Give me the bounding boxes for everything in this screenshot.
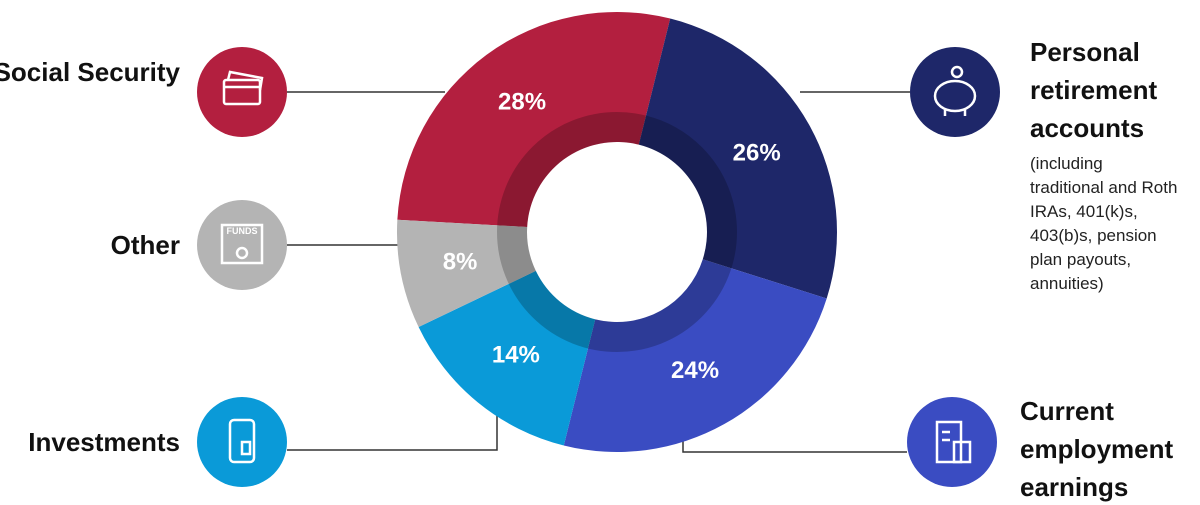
slice [638,18,837,299]
note: (including traditional and Roth IRAs, 40… [1030,154,1178,293]
value-label: 24% [671,357,719,384]
coin [235,246,249,260]
slice [418,270,596,446]
category-label: Social Security [0,57,180,87]
icon-circle [910,47,1000,137]
coin [950,65,964,79]
building-icon [935,420,972,464]
donut: 28% 26% 24% 14% 8% [396,12,837,452]
value-label: 14% [492,341,540,368]
icon-circle [197,200,287,290]
pig-body [933,79,977,113]
card [222,78,262,106]
bill [220,223,264,265]
icon-text: FUNDS [227,226,258,236]
phone [228,418,256,464]
value-label: 8% [443,248,478,275]
icons: FUNDS [197,47,1000,487]
annex [952,440,972,464]
category-label: Personal retirement accounts [1030,37,1158,143]
card-icon [222,70,264,106]
phone-icon [228,418,256,464]
category-label: Other [110,230,180,260]
inner-shade [497,112,737,352]
slice [396,219,536,328]
piggy-icon [933,65,977,116]
category-label: Investments [28,427,180,457]
value-label: 26% [733,139,781,166]
category-label: Current employment earnings [1020,396,1174,502]
value-label: 28% [498,89,546,116]
card-back [226,70,264,91]
connectors [287,91,910,453]
funds-icon [220,223,264,265]
slice [397,12,671,227]
slice [563,259,827,452]
chart [240,440,252,456]
icon-circle [197,47,287,137]
icon-circle [907,397,997,487]
connector [287,402,498,451]
connector [682,428,907,453]
